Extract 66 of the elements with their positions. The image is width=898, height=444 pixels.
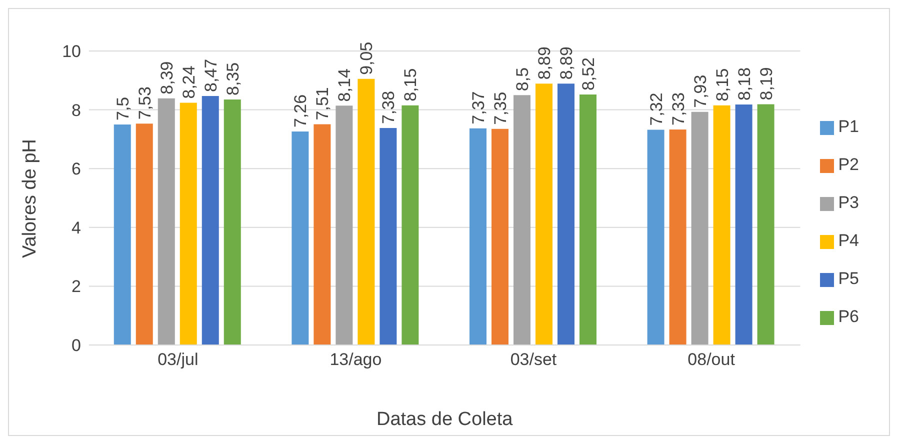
data-label: 8,15 (712, 68, 732, 102)
bar (491, 128, 508, 345)
data-label: 9,05 (357, 42, 376, 75)
x-tick-label: 03/jul (158, 350, 198, 370)
bar (358, 78, 375, 345)
bar (513, 95, 530, 345)
x-tick-label: 03/set (510, 350, 557, 370)
data-label: 8,19 (756, 67, 776, 100)
data-label: 8,35 (223, 62, 242, 96)
bar (292, 132, 309, 345)
bar (691, 112, 708, 345)
bar (380, 128, 397, 345)
data-label: 8,24 (179, 66, 198, 99)
data-label: 8,89 (534, 46, 554, 80)
legend-label: P6 (838, 307, 859, 326)
bar (114, 124, 131, 345)
bar (535, 84, 552, 345)
data-label: 8,5 (512, 67, 532, 92)
data-label: 7,53 (135, 86, 154, 120)
data-label: 7,51 (313, 87, 332, 120)
bar (735, 104, 752, 345)
bar (713, 105, 730, 345)
bar (180, 102, 197, 345)
legend-label: P2 (838, 155, 859, 174)
data-label: 8,39 (157, 61, 176, 94)
bar (669, 130, 686, 345)
data-label: 7,5 (113, 96, 132, 120)
y-tick-label: 6 (72, 160, 81, 179)
y-axis-title: Valores de pH (20, 139, 41, 258)
legend-label: P4 (838, 231, 859, 250)
bar (158, 98, 175, 345)
data-label: 8,18 (734, 67, 754, 101)
data-label: 7,33 (668, 92, 688, 126)
bar (757, 104, 774, 345)
bar (579, 94, 596, 345)
data-label: 7,38 (379, 90, 398, 124)
x-tick-label: 08/out (688, 350, 736, 370)
bar (136, 124, 153, 345)
y-tick-label: 4 (72, 218, 81, 238)
y-tick-label: 8 (72, 100, 81, 120)
y-tick-label: 10 (62, 42, 81, 62)
bar (557, 84, 574, 345)
data-label: 8,14 (335, 68, 354, 102)
data-label: 7,26 (291, 94, 310, 128)
bar (224, 100, 241, 345)
bar (336, 106, 353, 345)
legend-label: P3 (838, 193, 859, 212)
data-label: 8,47 (201, 58, 220, 92)
bar (402, 105, 419, 345)
bar (647, 130, 664, 345)
bar (314, 124, 331, 345)
data-label: 7,35 (490, 92, 510, 125)
y-tick-label: 0 (72, 336, 81, 356)
legend-label: P5 (838, 269, 859, 288)
x-tick-label: 13/ago (330, 350, 382, 370)
bar (469, 128, 486, 345)
data-label: 7,93 (690, 74, 710, 108)
data-label: 8,89 (556, 46, 576, 80)
data-label: 7,37 (468, 91, 488, 124)
data-label: 7,32 (646, 92, 666, 126)
legend-label: P1 (838, 117, 859, 136)
x-axis-title: Datas de Coleta (376, 409, 514, 430)
data-label: 8,15 (401, 68, 420, 102)
data-label: 8,52 (578, 57, 598, 91)
y-tick-label: 2 (72, 277, 81, 296)
bar (202, 96, 219, 345)
